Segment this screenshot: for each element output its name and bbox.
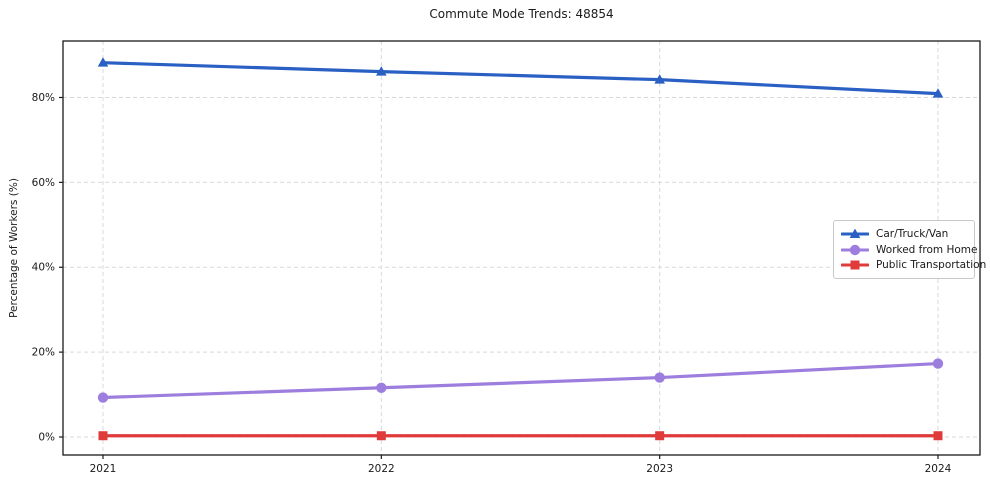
- legend: Car/Truck/Van Worked from Home Public Tr…: [833, 220, 986, 279]
- legend-label-worked-from-home: Worked from Home: [876, 243, 978, 256]
- y-tick-label: 20%: [32, 347, 55, 359]
- x-tick-label: 2023: [646, 463, 673, 475]
- x-tick-label: 2021: [90, 463, 117, 475]
- x-tick-label: 2024: [925, 463, 952, 475]
- legend-item-car-truck-van: Car/Truck/Van: [840, 226, 966, 242]
- y-tick-label: 0%: [38, 432, 55, 444]
- y-tick-label: 80%: [32, 92, 55, 104]
- legend-label-public-transportation: Public Transportation: [876, 259, 987, 272]
- legend-item-public-transportation: Public Transportation: [840, 257, 986, 273]
- y-tick-label: 40%: [32, 262, 55, 274]
- legend-label-car-truck-van: Car/Truck/Van: [876, 227, 949, 240]
- y-tick-label: 60%: [32, 177, 55, 189]
- square-line-marker-icon: [840, 259, 870, 271]
- circle-line-marker-icon: [840, 244, 870, 256]
- triangle-line-marker-icon: [840, 228, 870, 240]
- x-tick-label: 2022: [368, 463, 395, 475]
- chart-title: Commute Mode Trends: 48854: [429, 7, 614, 21]
- legend-item-worked-from-home: Worked from Home: [840, 242, 977, 258]
- y-axis-label: Percentage of Workers (%): [8, 178, 20, 318]
